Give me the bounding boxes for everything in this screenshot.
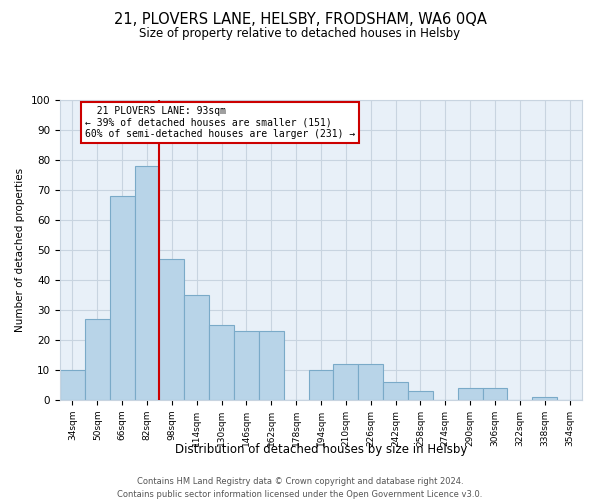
Text: Distribution of detached houses by size in Helsby: Distribution of detached houses by size … xyxy=(175,442,467,456)
Bar xyxy=(383,382,408,400)
Text: Contains HM Land Registry data © Crown copyright and database right 2024.: Contains HM Land Registry data © Crown c… xyxy=(137,478,463,486)
Text: Contains public sector information licensed under the Open Government Licence v3: Contains public sector information licen… xyxy=(118,490,482,499)
Bar xyxy=(110,196,134,400)
Bar xyxy=(308,370,334,400)
Bar xyxy=(532,397,557,400)
Bar xyxy=(482,388,508,400)
Text: Size of property relative to detached houses in Helsby: Size of property relative to detached ho… xyxy=(139,28,461,40)
Bar xyxy=(184,295,209,400)
Bar xyxy=(134,166,160,400)
Bar xyxy=(85,319,110,400)
Bar xyxy=(209,325,234,400)
Text: 21 PLOVERS LANE: 93sqm  
← 39% of detached houses are smaller (151)
60% of semi-: 21 PLOVERS LANE: 93sqm ← 39% of detached… xyxy=(85,106,355,139)
Text: 21, PLOVERS LANE, HELSBY, FRODSHAM, WA6 0QA: 21, PLOVERS LANE, HELSBY, FRODSHAM, WA6 … xyxy=(113,12,487,28)
Bar xyxy=(334,364,358,400)
Bar xyxy=(458,388,482,400)
Y-axis label: Number of detached properties: Number of detached properties xyxy=(15,168,25,332)
Bar xyxy=(160,259,184,400)
Bar xyxy=(358,364,383,400)
Bar xyxy=(60,370,85,400)
Bar xyxy=(234,331,259,400)
Bar xyxy=(408,391,433,400)
Bar xyxy=(259,331,284,400)
